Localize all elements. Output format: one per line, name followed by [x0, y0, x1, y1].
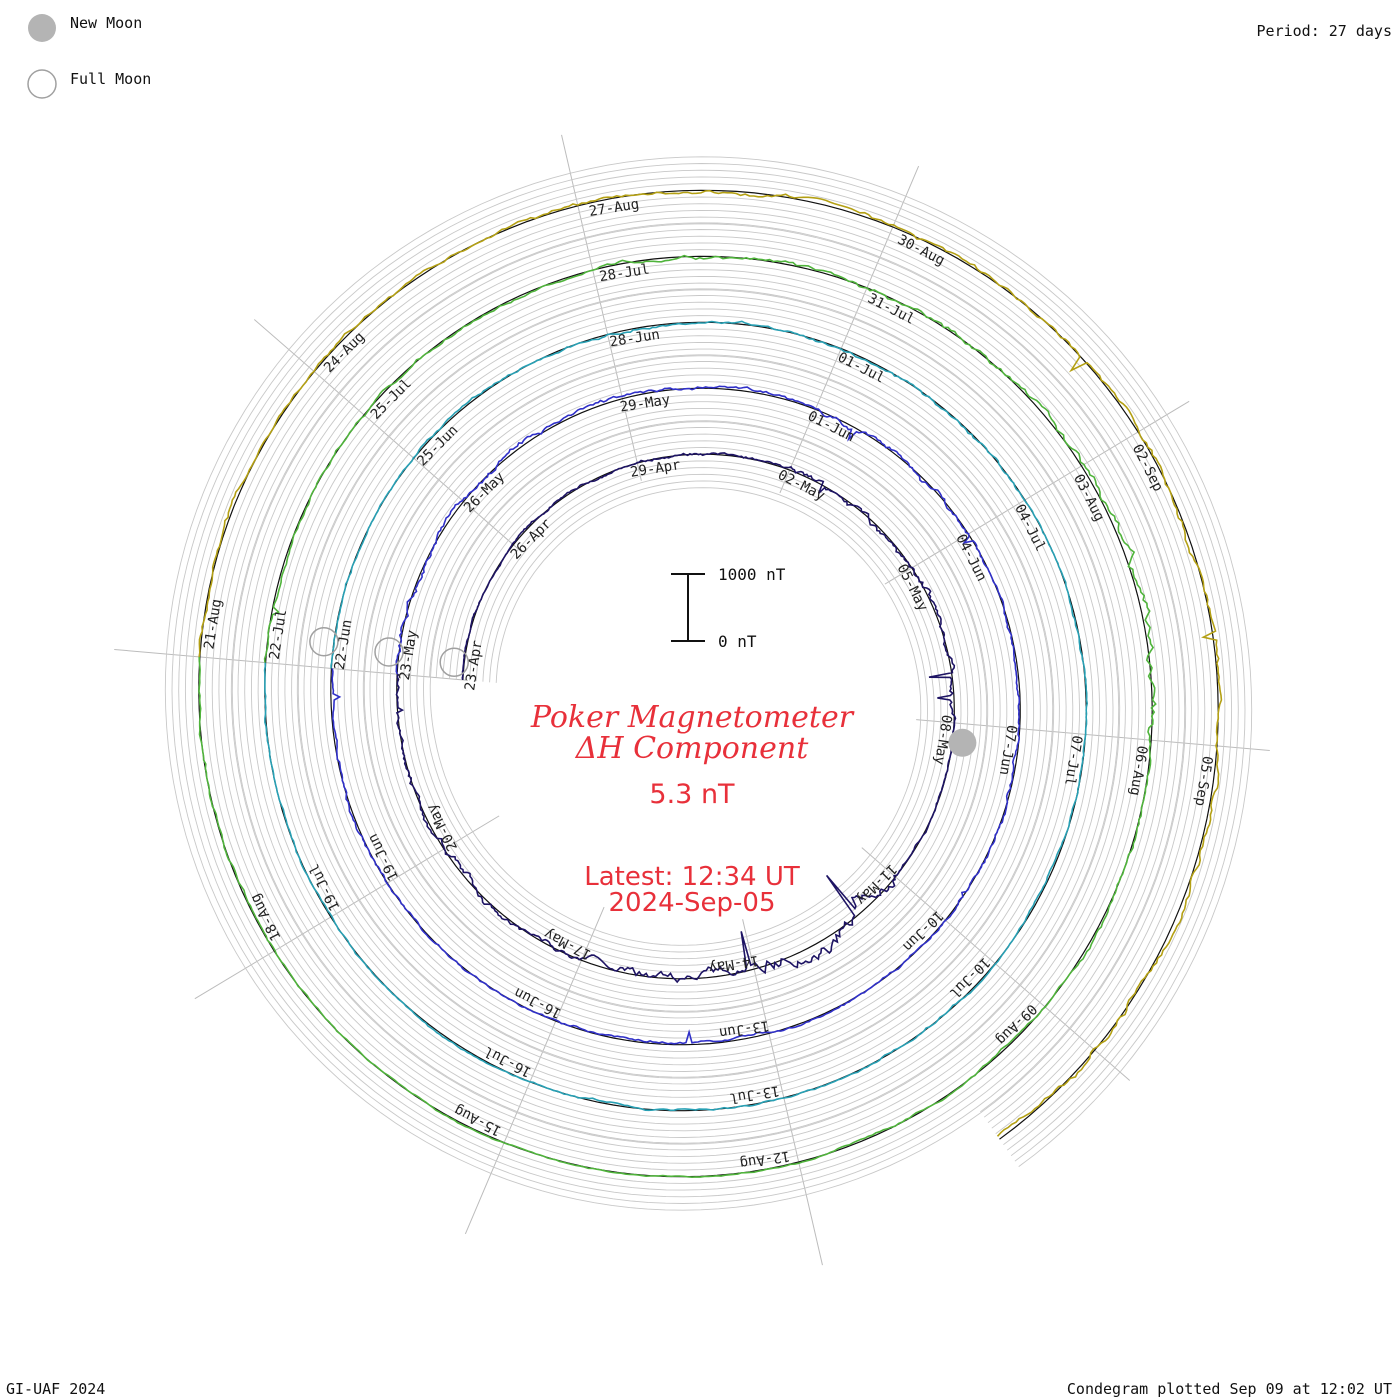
- chart-title: Poker Magnetometer: [530, 700, 855, 735]
- date-label: 22-Jun: [332, 619, 356, 671]
- date-label: 16-Jul: [482, 1043, 534, 1080]
- chart-subtitle: ΔH Component: [575, 731, 809, 766]
- new-moon-legend-icon: [28, 14, 56, 42]
- current-value: 5.3 nT: [649, 779, 735, 810]
- grid-spiral: [184, 176, 1233, 1191]
- date-label: 29-Apr: [629, 457, 681, 481]
- scale-bottom-label: 0 nT: [718, 632, 757, 651]
- date-label: 13-Jul: [728, 1082, 780, 1106]
- series-layer: [198, 189, 1223, 1179]
- full-moon-marker: [374, 637, 404, 667]
- date-label: 01-Jul: [835, 349, 887, 386]
- period-label: Period: 27 days: [1256, 22, 1392, 40]
- date-label: 30-Aug: [895, 232, 947, 269]
- series-line-ring-4: [198, 254, 1157, 1179]
- date-label: 04-Jun: [952, 532, 989, 584]
- grid-spiral: [218, 209, 1199, 1158]
- date-label: 19-Jul: [306, 861, 343, 913]
- new-moon-legend-label: New Moon: [70, 14, 142, 32]
- date-label: 22-Jul: [267, 608, 291, 660]
- date-label: 23-Apr: [462, 639, 486, 691]
- date-label: 29-May: [619, 392, 671, 416]
- spoke-line: [916, 719, 1270, 752]
- date-label: 28-Jul: [598, 261, 650, 285]
- credit-label: GI-UAF 2024: [6, 1380, 106, 1398]
- center-text: Poker Magnetometer ΔH Component 5.3 nT L…: [530, 700, 855, 918]
- grid-spiral: [171, 163, 1246, 1204]
- date-label: 23-May: [397, 629, 421, 681]
- date-label: 14-May: [707, 952, 759, 976]
- full-moon-legend-label: Full Moon: [70, 70, 151, 88]
- date-label: 31-Jul: [865, 291, 917, 328]
- latest-time: Latest: 12:34 UT: [584, 862, 800, 892]
- date-label: 12-Aug: [738, 1147, 790, 1171]
- date-label: 04-Jul: [1011, 502, 1048, 554]
- grid-spiral: [225, 216, 1192, 1151]
- full-moon-marker: [439, 647, 469, 678]
- date-label: 06-Aug: [1126, 744, 1150, 796]
- spoke-line: [742, 919, 823, 1266]
- date-label: 27-Aug: [588, 196, 640, 220]
- grid-spiral: [231, 223, 1186, 1144]
- grid-spiral: [211, 203, 1206, 1164]
- series-line-ring-2: [331, 385, 1021, 1045]
- latest-date: 2024-Sep-05: [608, 888, 775, 918]
- series-line-ring-5: [198, 189, 1223, 1137]
- date-label: 20-May: [424, 801, 461, 853]
- date-label: 07-Jul: [1061, 734, 1085, 786]
- scale-top-label: 1000 nT: [718, 565, 786, 584]
- full-moon-legend-icon: [27, 69, 57, 99]
- date-label: 05-Sep: [1191, 755, 1215, 807]
- date-label: 15-Aug: [452, 1102, 504, 1139]
- date-label: 28-Jun: [609, 327, 661, 351]
- date-label: 03-Aug: [1070, 472, 1107, 524]
- date-label: 08-May: [931, 713, 955, 765]
- scale-bar: 1000 nT 0 nT: [671, 565, 786, 651]
- date-label: 13-Jun: [718, 1017, 770, 1041]
- date-label: 16-Jun: [512, 984, 564, 1021]
- grid-spiral: [164, 156, 1253, 1211]
- grid-spiral: [191, 183, 1226, 1184]
- moon-marker-layer: [309, 626, 977, 757]
- plotted-label: Condegram plotted Sep 09 at 12:02 UT: [1066, 1380, 1392, 1398]
- date-label: 07-Jun: [996, 724, 1020, 776]
- grid-layer: [114, 134, 1270, 1266]
- new-moon-marker: [948, 728, 977, 757]
- full-moon-marker: [309, 626, 339, 657]
- date-label: 17-May: [542, 925, 594, 962]
- grid-spiral: [178, 169, 1239, 1198]
- date-label: 21-Aug: [201, 598, 225, 650]
- grid-spiral: [205, 196, 1212, 1171]
- series-line-ring-1: [395, 452, 957, 984]
- date-label: 01-Jun: [805, 408, 857, 445]
- legend: New Moon Full Moon: [27, 14, 151, 99]
- date-label: 18-Aug: [247, 891, 284, 943]
- series-line-ring-3: [263, 320, 1089, 1112]
- spoke-line: [464, 906, 605, 1235]
